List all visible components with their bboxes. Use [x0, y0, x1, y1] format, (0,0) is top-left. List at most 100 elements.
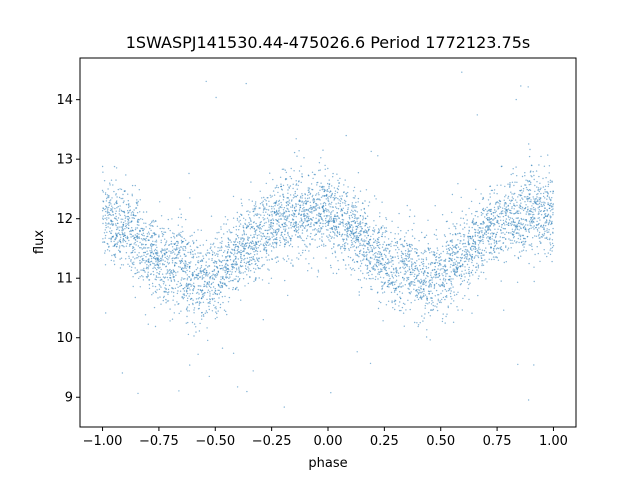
data-point: [134, 184, 136, 187]
data-point: [315, 209, 317, 211]
data-point: [218, 293, 221, 295]
data-point: [334, 214, 336, 216]
data-point: [480, 239, 482, 241]
data-point: [505, 218, 508, 220]
data-point: [341, 221, 344, 224]
data-point: [431, 300, 433, 302]
data-point: [379, 215, 381, 218]
data-point: [328, 211, 330, 213]
data-point: [352, 190, 355, 192]
data-point: [353, 220, 355, 222]
data-point: [265, 249, 268, 252]
data-point: [472, 248, 475, 250]
data-point: [344, 247, 346, 249]
data-point: [347, 256, 350, 258]
data-point: [243, 229, 245, 232]
data-point: [211, 249, 213, 252]
data-point: [317, 192, 320, 194]
data-point: [248, 237, 251, 239]
data-point: [505, 194, 507, 196]
data-point: [538, 211, 540, 213]
data-point: [413, 215, 416, 217]
data-point: [450, 280, 452, 283]
data-point: [259, 250, 262, 252]
data-point: [327, 229, 329, 231]
data-point: [250, 252, 252, 255]
data-point: [448, 287, 450, 290]
data-point: [127, 221, 129, 223]
data-point: [549, 237, 551, 239]
data-point: [212, 293, 214, 295]
data-point: [151, 294, 153, 296]
data-point: [282, 237, 284, 239]
data-point: [115, 224, 117, 227]
data-point: [177, 290, 179, 292]
data-point: [292, 197, 295, 199]
data-point: [421, 258, 423, 260]
data-point: [444, 296, 447, 298]
data-point: [471, 269, 474, 272]
data-point: [127, 193, 129, 195]
data-point: [170, 250, 172, 253]
data-point: [146, 233, 149, 235]
data-point: [489, 225, 491, 227]
data-point: [546, 215, 549, 217]
data-point: [552, 212, 554, 214]
data-point: [323, 212, 325, 214]
data-point: [334, 232, 336, 234]
data-point: [248, 263, 250, 265]
data-point: [446, 240, 448, 243]
data-point: [446, 248, 448, 250]
data-point: [423, 290, 425, 292]
data-point: [272, 231, 275, 233]
data-point: [540, 205, 542, 207]
data-point: [210, 286, 212, 289]
data-point: [491, 253, 493, 255]
data-point: [411, 235, 414, 237]
data-point: [490, 208, 492, 211]
data-point: [403, 264, 406, 266]
data-point: [192, 240, 194, 242]
data-point: [140, 218, 142, 220]
data-point: [243, 259, 245, 261]
data-point: [435, 261, 437, 264]
data-point: [199, 289, 202, 292]
data-point: [232, 217, 235, 219]
data-point: [145, 256, 147, 258]
data-point: [246, 261, 248, 263]
data-point: [499, 213, 501, 215]
data-point: [341, 252, 343, 254]
data-point: [247, 266, 249, 268]
data-point: [241, 245, 243, 248]
data-point: [326, 220, 329, 223]
data-point: [212, 243, 214, 246]
data-point: [112, 245, 114, 247]
data-point: [293, 213, 296, 215]
data-point: [105, 210, 107, 213]
data-point: [461, 243, 464, 245]
data-point: [392, 281, 394, 283]
data-point: [189, 197, 191, 199]
data-point: [266, 197, 268, 199]
data-point: [116, 219, 119, 222]
data-point: [228, 277, 230, 280]
data-point: [242, 237, 244, 239]
data-point: [356, 261, 359, 263]
data-point: [282, 257, 284, 259]
data-point: [173, 270, 176, 273]
data-point: [122, 238, 125, 240]
data-point: [253, 251, 255, 253]
data-point: [297, 230, 299, 232]
data-point: [176, 262, 178, 264]
data-point: [353, 269, 356, 271]
data-point: [277, 228, 279, 230]
data-point: [231, 271, 233, 273]
data-point: [416, 267, 418, 269]
data-point: [488, 220, 490, 222]
data-point: [207, 275, 209, 277]
data-point: [159, 271, 161, 273]
data-point: [427, 275, 429, 278]
data-point: [466, 223, 468, 225]
data-point: [144, 314, 147, 316]
data-point: [130, 233, 132, 236]
